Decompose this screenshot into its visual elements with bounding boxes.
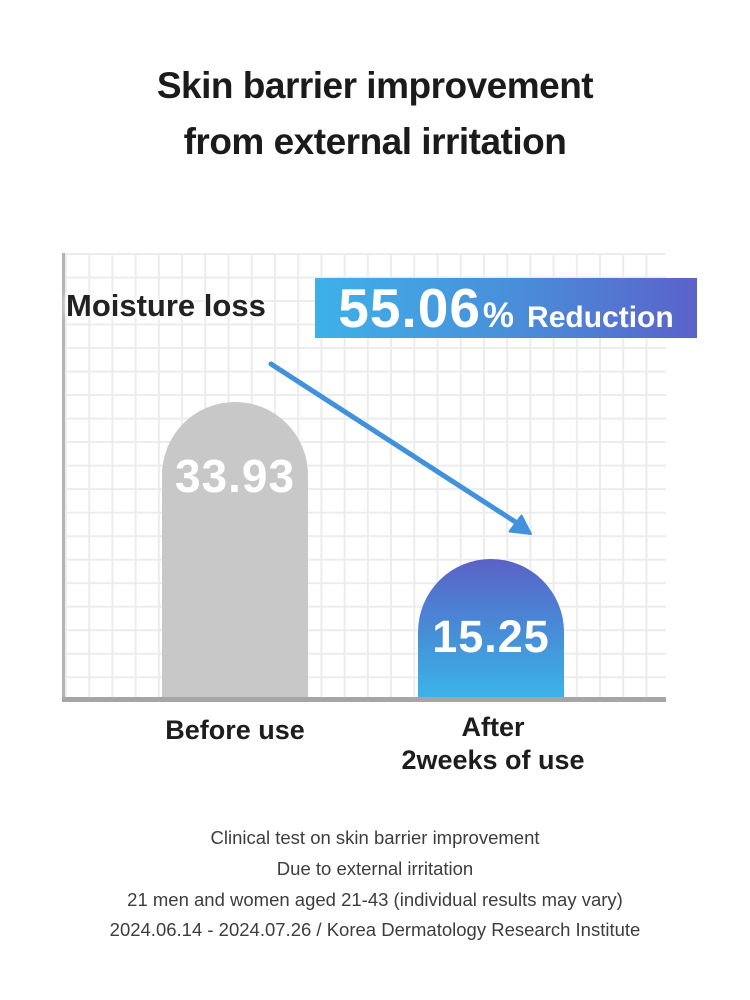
footnote-line: 21 men and women aged 21-43 (individual … [127,888,623,910]
badge-reduction-label: Reduction [527,301,674,334]
page-title-line1: Skin barrier improvement [156,65,594,106]
page-title-line2: from external irritation [183,121,567,162]
bar-before-use: 33.93 [162,402,308,700]
page-title: Skin barrier improvement from external i… [0,58,750,170]
chart-baseline [62,697,666,702]
badge-value: 55.06 [338,277,481,339]
bar-value-before: 33.93 [174,450,296,502]
axis-label-after-use: After 2weeks of use [343,711,643,777]
bar-after-use: 15.25 [418,559,564,700]
footnote-line: Clinical test on skin barrier improvemen… [210,827,540,848]
bar-value-after: 15.25 [432,611,550,662]
reduction-badge: 55.06 % Reduction [315,278,697,338]
footnote-line: 2024.06.14 - 2024.07.26 / Korea Dermatol… [109,919,641,941]
moisture-loss-label: Moisture loss [66,288,266,323]
axis-label-before-use: Before use [165,715,305,745]
footnotes-block: Clinical test on skin barrier improvemen… [0,823,750,946]
axis-label-after-line2: 2weeks of use [401,745,585,775]
badge-percent-sign: % [482,296,515,335]
axis-label-after-line1: After [461,712,525,742]
footnote-line: Due to external irritation [276,857,474,879]
